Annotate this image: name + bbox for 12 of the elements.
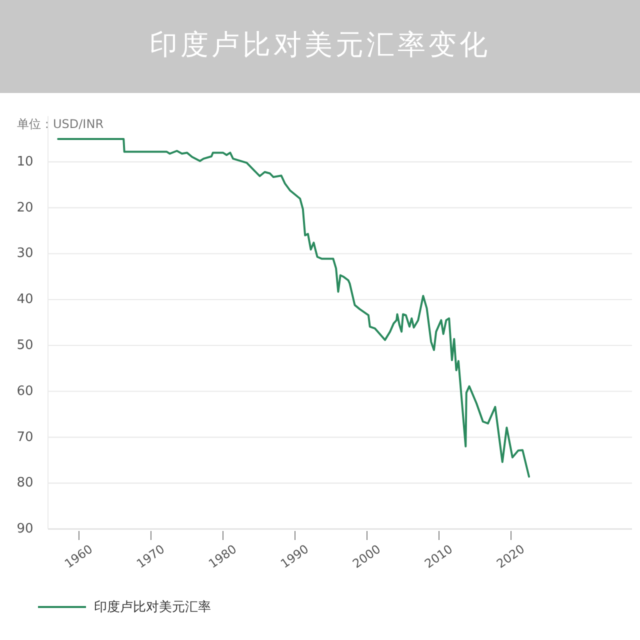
y-tick-label: 20 [16, 200, 34, 216]
y-tick-label: 60 [16, 384, 34, 399]
y-tick-label: 10 [16, 154, 34, 170]
y-tick-label: 80 [16, 476, 34, 491]
y-tick-label: 30 [16, 246, 34, 262]
y-tick-label: 70 [16, 430, 34, 445]
y-axis-title: 单位：USD/INR [17, 117, 104, 132]
y-tick-label: 50 [16, 338, 34, 354]
legend-label: 印度卢比对美元汇率 [94, 598, 211, 615]
line-series [57, 138, 530, 478]
y-tick-label: 90 [16, 522, 34, 537]
y-tick-label: 40 [16, 292, 34, 308]
